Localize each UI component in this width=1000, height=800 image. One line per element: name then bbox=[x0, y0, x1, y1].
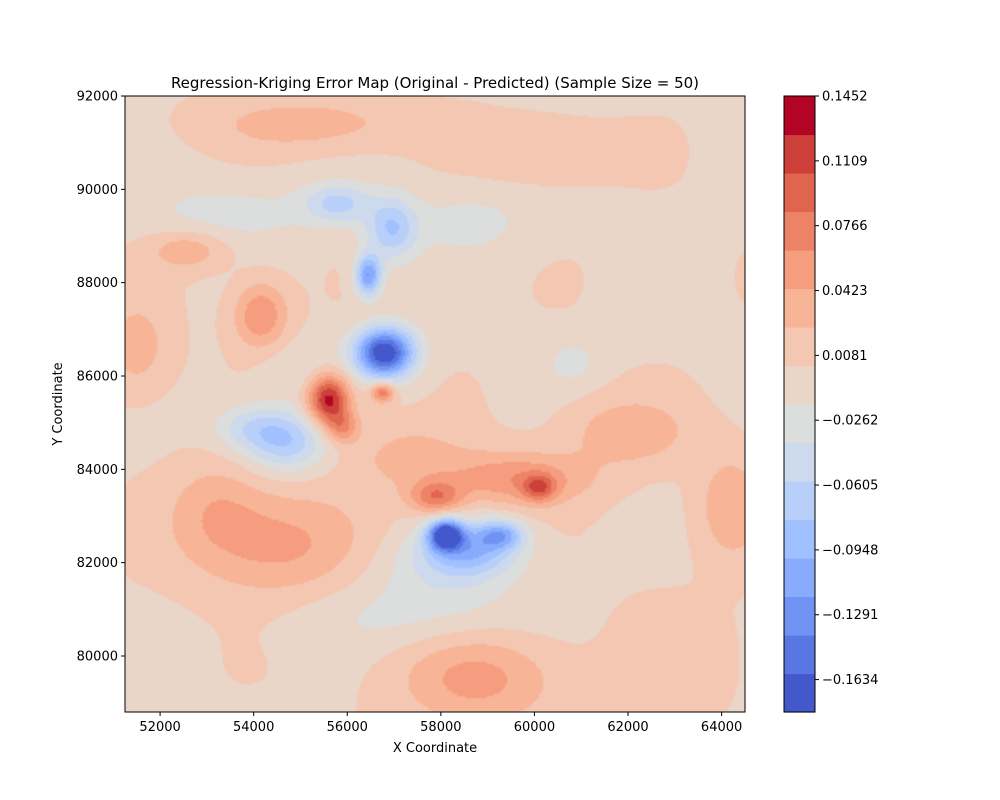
y-tick-label: 90000 bbox=[77, 183, 118, 198]
colorbar-band bbox=[784, 519, 815, 559]
colorbar-band bbox=[784, 442, 815, 482]
colorbar-tick-label: −0.0605 bbox=[822, 479, 878, 494]
colorbar-tick-label: 0.0081 bbox=[822, 349, 868, 364]
y-tick-label: 88000 bbox=[77, 276, 118, 291]
colorbar-band bbox=[784, 596, 815, 636]
colorbar-band bbox=[784, 250, 815, 290]
x-tick-label: 54000 bbox=[233, 720, 274, 735]
colorbar-band bbox=[784, 365, 815, 405]
colorbar-band bbox=[784, 134, 815, 174]
colorbar-band bbox=[784, 673, 815, 713]
error-field-image bbox=[125, 96, 745, 712]
colorbar-band bbox=[784, 96, 815, 136]
x-tick-label: 56000 bbox=[327, 720, 368, 735]
y-tick-label: 82000 bbox=[77, 556, 118, 571]
colorbar-tick-label: 0.0423 bbox=[822, 284, 868, 299]
contour-field bbox=[125, 96, 745, 712]
y-tick-label: 86000 bbox=[77, 370, 118, 385]
x-axis: 52000 54000 56000 58000 60000 62000 64000 bbox=[139, 712, 742, 735]
colorbar-band bbox=[784, 211, 815, 251]
colorbar-ticks: −0.1634 −0.1291 −0.0948 −0.0605 −0.0262 0.008… bbox=[815, 90, 878, 688]
y-tick-label: 80000 bbox=[77, 650, 118, 665]
colorbar-band bbox=[784, 173, 815, 213]
colorbar-tick-label: −0.0948 bbox=[822, 543, 878, 558]
x-tick-label: 58000 bbox=[420, 720, 461, 735]
colorbar-band bbox=[784, 327, 815, 367]
colorbar-band bbox=[784, 635, 815, 675]
colorbar-tick-label: −0.1634 bbox=[822, 673, 878, 688]
y-tick-label: 92000 bbox=[77, 90, 118, 105]
colorbar-tick-label: −0.1291 bbox=[822, 608, 878, 623]
colorbar-band bbox=[784, 481, 815, 521]
y-axis: 80000 82000 84000 86000 88000 90000 92000 bbox=[77, 90, 125, 665]
colorbar-band bbox=[784, 558, 815, 598]
plot-frame bbox=[124, 95, 746, 713]
colorbar-frame bbox=[783, 95, 816, 713]
y-axis-label: Y Coordinate bbox=[51, 362, 66, 446]
colorbar bbox=[784, 96, 815, 713]
chart-title: Regression-Kriging Error Map (Original -… bbox=[171, 74, 699, 92]
y-tick-label: 84000 bbox=[77, 463, 118, 478]
x-tick-label: 52000 bbox=[139, 720, 180, 735]
colorbar-tick-label: 0.0766 bbox=[822, 219, 868, 234]
colorbar-band bbox=[784, 288, 815, 328]
x-tick-label: 64000 bbox=[701, 720, 742, 735]
x-tick-label: 62000 bbox=[607, 720, 648, 735]
colorbar-tick-label: 0.1109 bbox=[822, 154, 868, 169]
colorbar-tick-label: 0.1452 bbox=[822, 90, 868, 105]
colorbar-tick-label: −0.0262 bbox=[822, 414, 878, 429]
x-axis-label: X Coordinate bbox=[393, 741, 477, 756]
x-tick-label: 60000 bbox=[514, 720, 555, 735]
colorbar-band bbox=[784, 404, 815, 444]
